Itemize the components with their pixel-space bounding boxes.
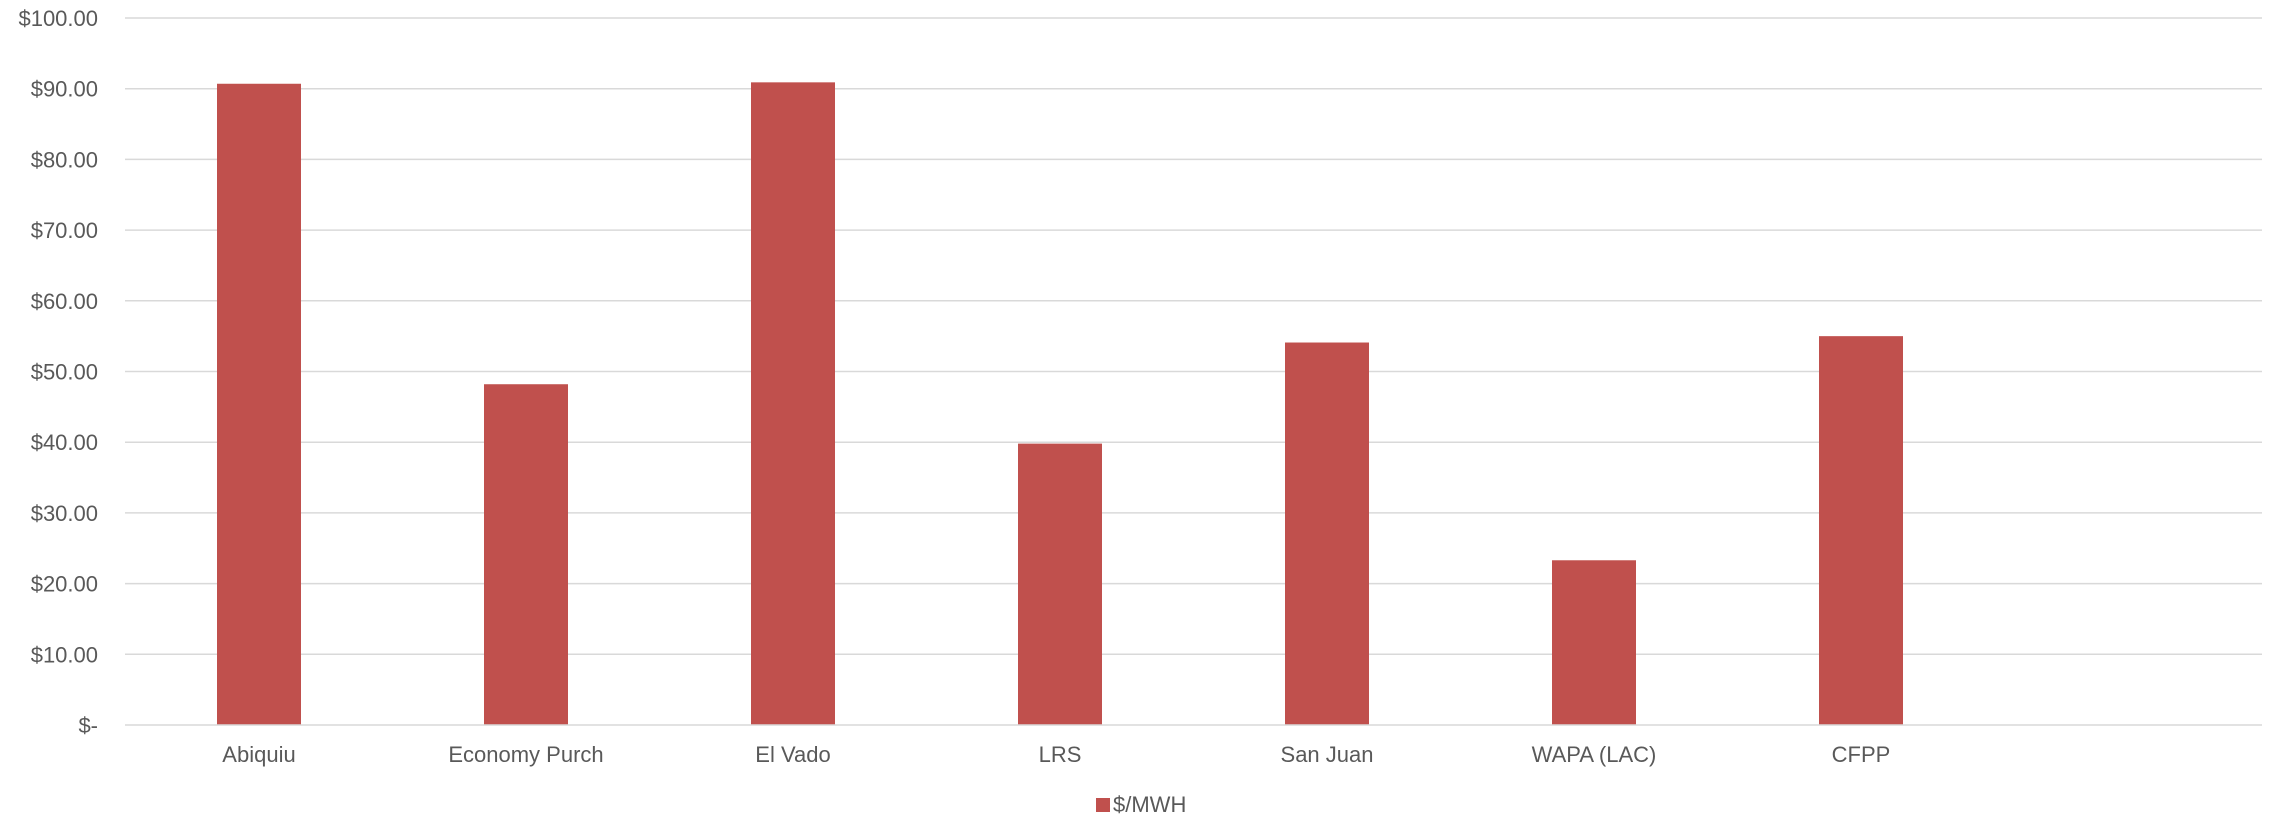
x-tick-label: Abiquiu (222, 742, 295, 767)
x-tick-label: San Juan (1281, 742, 1374, 767)
legend: $/MWH (1096, 792, 1186, 817)
x-tick-label: LRS (1039, 742, 1082, 767)
y-tick-label: $100.00 (18, 6, 98, 31)
y-tick-label: $40.00 (31, 430, 98, 455)
y-tick-label: $80.00 (31, 147, 98, 172)
y-tick-label: $30.00 (31, 501, 98, 526)
x-tick-label: El Vado (755, 742, 830, 767)
gridlines (125, 17, 2262, 656)
bar (1552, 560, 1636, 725)
bar (217, 83, 301, 726)
y-tick-label: $- (78, 713, 98, 738)
bars (217, 82, 1903, 726)
y-axis-tick-labels: $- $10.00 $20.00 $30.00 $40.00 $50.00 $60.00 $7… (18, 6, 98, 738)
legend-label: $/MWH (1113, 792, 1186, 817)
bar (1285, 342, 1369, 725)
y-tick-label: $50.00 (31, 360, 98, 385)
bar (1819, 336, 1903, 725)
y-tick-label: $90.00 (31, 77, 98, 102)
y-tick-label: $10.00 (31, 642, 98, 667)
x-tick-label: CFPP (1832, 742, 1891, 767)
bar (484, 384, 568, 725)
x-tick-label: Economy Purch (448, 742, 603, 767)
y-tick-label: $20.00 (31, 572, 98, 597)
legend-swatch (1096, 798, 1110, 812)
y-tick-label: $60.00 (31, 289, 98, 314)
bar (751, 82, 835, 726)
x-tick-label: WAPA (LAC) (1532, 742, 1657, 767)
y-tick-label: $70.00 (31, 218, 98, 243)
x-axis-category-labels: Abiquiu Economy Purch El Vado LRS San Juan WA… (222, 742, 1890, 767)
bar (1018, 443, 1102, 725)
